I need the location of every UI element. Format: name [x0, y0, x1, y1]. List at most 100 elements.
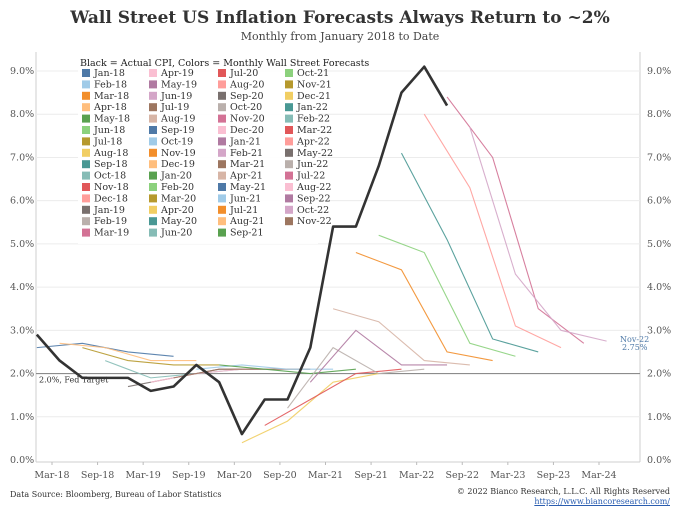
legend-label: Jan-19	[93, 205, 125, 216]
legend-swatch	[218, 148, 226, 157]
legend-label: Mar-20	[161, 193, 196, 204]
x-tick-label: Sep-23	[537, 470, 571, 481]
legend-label: Jan-22	[296, 102, 328, 113]
y-tick-label-right: 6.0%	[647, 196, 671, 207]
y-tick-label-right: 3.0%	[647, 325, 671, 336]
legend-swatch	[285, 103, 293, 112]
data-source-note: Data Source: Bloomberg, Bureau of Labor …	[10, 490, 222, 499]
forecast-line	[264, 368, 402, 426]
legend-label: Feb-20	[161, 182, 194, 193]
legend-swatch	[82, 194, 90, 203]
legend-label: Sep-21	[230, 228, 264, 239]
legend-label: Jun-22	[296, 159, 328, 170]
y-tick-label-right: 0.0%	[647, 455, 671, 466]
legend-swatch	[82, 217, 90, 226]
x-tick-label: Mar-19	[126, 470, 161, 481]
y-tick-label-left: 5.0%	[10, 239, 34, 250]
legend-swatch	[285, 114, 293, 123]
legend-label: Feb-18	[94, 79, 127, 90]
legend-label: Dec-18	[94, 193, 128, 204]
legend-swatch	[285, 126, 293, 134]
copyright-block: © 2022 Bianco Research, L.L.C. All Right…	[457, 487, 670, 507]
legend-label: Nov-22	[297, 216, 332, 227]
legend-label: Aug-20	[229, 79, 264, 90]
legend-label: Jan-21	[229, 136, 261, 147]
fed-target-label: 2.0%, Fed Target	[39, 376, 109, 385]
x-tick-label: Mar-20	[217, 470, 252, 481]
legend-swatch	[285, 80, 293, 89]
legend-label: Jul-22	[296, 171, 325, 182]
chart-subtitle: Monthly from January 2018 to Date	[240, 30, 440, 43]
legend-swatch	[149, 171, 157, 180]
forecast-line	[196, 364, 334, 370]
legend-label: Aug-22	[296, 182, 331, 193]
legend-label: Apr-22	[296, 136, 330, 147]
y-tick-label-left: 8.0%	[10, 109, 34, 120]
legend-label: Oct-19	[161, 136, 193, 147]
legend-swatch	[149, 228, 157, 237]
legend-label: Feb-19	[94, 216, 127, 227]
legend-swatch	[218, 228, 226, 237]
legend-swatch	[218, 69, 226, 77]
legend-label: Sep-19	[161, 125, 195, 136]
y-tick-label-right: 8.0%	[647, 109, 671, 120]
forecast-line	[287, 346, 425, 409]
legend-swatch	[218, 160, 226, 169]
y-tick-label-left: 3.0%	[10, 325, 34, 336]
legend-swatch	[285, 91, 293, 100]
legend-swatch	[285, 148, 293, 157]
forecast-line	[469, 127, 607, 342]
end-annotation-label: Nov-22	[620, 335, 649, 344]
legend-label: Sep-20	[230, 91, 264, 102]
x-tick-label: Sep-21	[354, 470, 388, 481]
y-tick-label-right: 9.0%	[647, 66, 671, 77]
legend-swatch	[149, 91, 157, 100]
legend-label: May-20	[161, 216, 197, 227]
website-link[interactable]: https://www.biancoresearch.com/	[534, 497, 670, 506]
legend-swatch	[285, 69, 293, 77]
forecast-line	[309, 329, 448, 383]
forecast-line	[82, 347, 220, 366]
legend-label: Apr-19	[160, 68, 194, 79]
legend-label: Nov-18	[94, 182, 129, 193]
legend-swatch	[149, 114, 157, 123]
legend-swatch	[82, 160, 90, 169]
legend-label: Dec-20	[230, 125, 264, 136]
legend-label: Oct-18	[94, 171, 126, 182]
legend-swatch	[218, 171, 226, 180]
legend-swatch	[285, 183, 293, 191]
legend-label: Sep-18	[94, 159, 128, 170]
legend-swatch	[218, 114, 226, 123]
legend-label: Jan-18	[93, 68, 125, 79]
legend-swatch	[82, 183, 90, 191]
legend-swatch	[82, 148, 90, 157]
legend-swatch	[218, 205, 226, 214]
legend-swatch	[149, 160, 157, 169]
legend-swatch	[218, 80, 226, 89]
legend-label: Jul-19	[160, 102, 189, 113]
legend-swatch	[82, 103, 90, 112]
legend-label: Jun-21	[229, 193, 261, 204]
legend-swatch	[149, 137, 157, 146]
legend-label: Aug-18	[93, 148, 128, 159]
legend-title: Black = Actual CPI, Colors = Monthly Wal…	[80, 58, 369, 69]
legend-swatch	[218, 91, 226, 100]
legend-swatch	[149, 103, 157, 112]
legend-label: Jan-20	[160, 171, 192, 182]
legend-swatch	[149, 217, 157, 226]
legend-label: Jul-21	[229, 205, 258, 216]
x-tick-label: Mar-22	[399, 470, 434, 481]
legend-label: Dec-19	[161, 159, 195, 170]
legend-swatch	[149, 126, 157, 134]
legend-swatch	[149, 183, 157, 191]
forecast-line	[127, 368, 265, 388]
legend-swatch	[82, 114, 90, 123]
actual-cpi-line	[35, 65, 449, 436]
legend-label: Oct-20	[230, 102, 262, 113]
legend-label: Mar-21	[230, 159, 265, 170]
legend-label: Jun-20	[160, 228, 192, 239]
y-tick-label-left: 6.0%	[10, 196, 34, 207]
legend-swatch	[285, 160, 293, 169]
legend-swatch	[218, 103, 226, 112]
legend-label: Sep-22	[297, 193, 331, 204]
